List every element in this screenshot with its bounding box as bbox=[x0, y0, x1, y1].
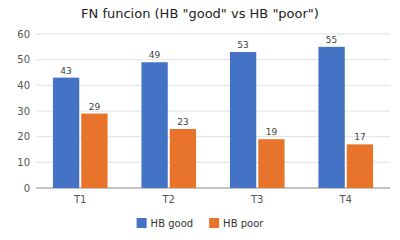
legend: HB good HB poor bbox=[137, 218, 265, 229]
bars bbox=[53, 47, 373, 188]
legend-item: HB good bbox=[137, 218, 194, 229]
data-label: 17 bbox=[354, 132, 365, 142]
legend-swatch bbox=[209, 218, 219, 228]
title: FN funcion (HB "good" vs HB "poor") bbox=[81, 6, 319, 21]
bar bbox=[81, 114, 107, 188]
data-label: 23 bbox=[177, 117, 188, 127]
x-tick-label: T3 bbox=[250, 194, 263, 205]
y-tick-label: 20 bbox=[17, 131, 30, 142]
data-labels: 43 29 49 23 53 19 55 17 bbox=[60, 35, 365, 143]
bar bbox=[141, 62, 167, 188]
x-tick-label: T2 bbox=[162, 194, 175, 205]
data-label: 19 bbox=[266, 127, 278, 137]
data-label: 49 bbox=[149, 50, 161, 60]
bar bbox=[230, 52, 256, 188]
chart: FN funcion (HB "good" vs HB "poor") 0 10 20… bbox=[0, 0, 400, 240]
bar bbox=[347, 144, 373, 188]
bar bbox=[53, 78, 79, 188]
data-label: 55 bbox=[326, 35, 337, 45]
chart-container: FN funcion (HB "good" vs HB "poor") 0 10 20… bbox=[0, 0, 400, 240]
grid bbox=[36, 34, 390, 188]
y-tick-label: 40 bbox=[17, 80, 30, 91]
legend-item: HB poor bbox=[209, 218, 264, 229]
y-tick-label: 50 bbox=[17, 54, 30, 65]
y-tick-label: 0 bbox=[24, 183, 30, 194]
data-label: 43 bbox=[60, 66, 71, 76]
data-label: 53 bbox=[237, 40, 248, 50]
legend-label: HB poor bbox=[223, 218, 264, 229]
bar bbox=[170, 129, 196, 188]
x-tick-label: T4 bbox=[339, 194, 352, 205]
data-label: 29 bbox=[89, 102, 101, 112]
bar bbox=[258, 139, 284, 188]
y-tick-label: 10 bbox=[17, 157, 30, 168]
bar bbox=[318, 47, 344, 188]
y-tick-label: 30 bbox=[17, 106, 30, 117]
x-tick-label: T1 bbox=[73, 194, 86, 205]
legend-swatch bbox=[137, 218, 147, 228]
y-tick-label: 60 bbox=[17, 29, 30, 40]
legend-label: HB good bbox=[151, 218, 194, 229]
